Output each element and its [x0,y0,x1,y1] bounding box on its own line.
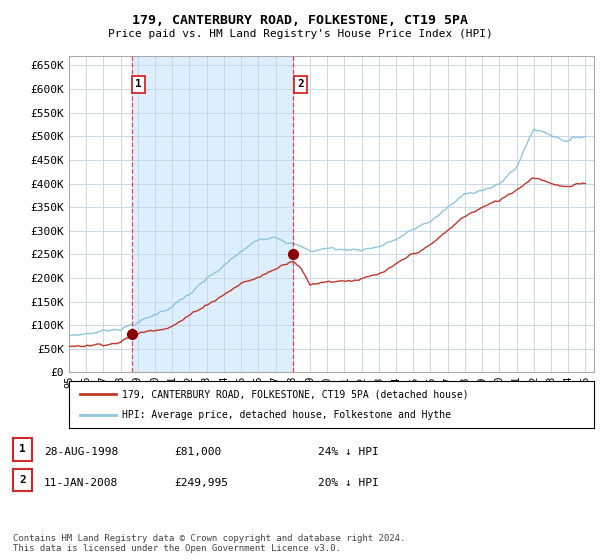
Text: 28-AUG-1998: 28-AUG-1998 [44,447,118,457]
Text: Price paid vs. HM Land Registry's House Price Index (HPI): Price paid vs. HM Land Registry's House … [107,29,493,39]
Text: 2: 2 [297,80,304,90]
Text: 179, CANTERBURY ROAD, FOLKESTONE, CT19 5PA (detached house): 179, CANTERBURY ROAD, FOLKESTONE, CT19 5… [121,389,468,399]
Text: 1: 1 [135,80,142,90]
Bar [132,56,293,372]
Text: £249,995: £249,995 [174,478,228,488]
Text: HPI: Average price, detached house, Folkestone and Hythe: HPI: Average price, detached house, Folk… [121,410,451,420]
Text: £81,000: £81,000 [174,447,221,457]
Text: 1: 1 [19,445,26,454]
Text: Contains HM Land Registry data © Crown copyright and database right 2024.
This d: Contains HM Land Registry data © Crown c… [13,534,406,553]
Text: 20% ↓ HPI: 20% ↓ HPI [318,478,379,488]
Text: 24% ↓ HPI: 24% ↓ HPI [318,447,379,457]
Text: 179, CANTERBURY ROAD, FOLKESTONE, CT19 5PA: 179, CANTERBURY ROAD, FOLKESTONE, CT19 5… [132,14,468,27]
Text: 2: 2 [19,475,26,485]
Text: 11-JAN-2008: 11-JAN-2008 [44,478,118,488]
